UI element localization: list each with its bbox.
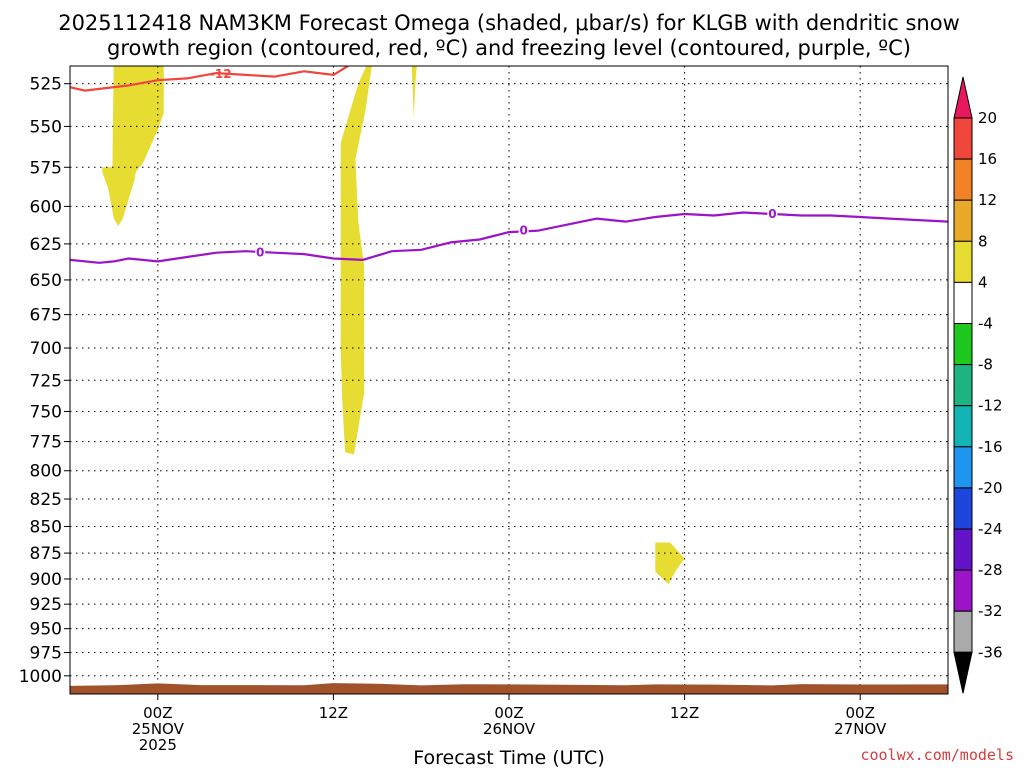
y-tick-label-950: 950	[30, 620, 62, 640]
colorbar-label-8: -16	[978, 438, 1003, 456]
y-tick-label-775: 775	[30, 433, 62, 453]
freezing-label-bg-1	[518, 222, 529, 237]
terrain-band	[70, 683, 948, 694]
colorbar-box-5	[953, 281, 973, 324]
y-tick-label-925: 925	[30, 595, 62, 615]
y-tick-label-1000: 1000	[19, 667, 62, 687]
y-tick-label-875: 875	[30, 544, 62, 564]
dendritic-label: -12	[210, 67, 232, 81]
colorbar-box-2	[953, 158, 973, 201]
colorbar-box-11	[953, 528, 973, 571]
x-tick-label-4-0: 00Z	[846, 704, 875, 722]
omega-area-1	[102, 66, 164, 227]
colorbar-label-4: 4	[978, 273, 988, 291]
y-tick-label-525: 525	[30, 75, 62, 95]
x-tick-label-0-2: 2025	[139, 736, 177, 754]
colorbar-label-2: 12	[978, 191, 997, 209]
freezing-label-bg-2	[767, 206, 778, 221]
terrain-fill	[70, 683, 948, 694]
contour-line-0	[70, 211, 948, 264]
colorbar-box-1	[953, 117, 973, 160]
y-axis: 525 550 575 600 625 650 675 700 725 750 775 800 825 8…	[19, 75, 70, 687]
colorbar-label-11: -28	[978, 561, 1003, 579]
y-tick-label-750: 750	[30, 402, 62, 422]
colorbar-label-9: -20	[978, 479, 1003, 497]
colorbar-label-10: -24	[978, 520, 1003, 538]
colorbar-top-arrow	[953, 76, 973, 119]
contour-line-1	[70, 66, 349, 92]
y-tick-label-725: 725	[30, 371, 62, 391]
x-tick-label-3-0: 12Z	[670, 704, 699, 722]
y-tick-label-550: 550	[30, 117, 62, 137]
chart-title-line-2: growth region (contoured, red, ºC) and f…	[107, 36, 911, 60]
x-tick-label-0-0: 00Z	[143, 704, 172, 722]
x-tick-label-2-0: 00Z	[494, 704, 523, 722]
colorbar-label-1: 16	[978, 150, 997, 168]
colorbar-label-0: 20	[978, 109, 997, 127]
omega-area-3	[411, 66, 417, 118]
credit-text: coolwx.com/models	[860, 746, 1014, 764]
freezing-level-label-1: 0	[519, 224, 527, 238]
y-tick-label-825: 825	[30, 490, 62, 510]
x-tick-label-2-1: 26NOV	[483, 720, 536, 738]
omega-shading	[102, 66, 685, 585]
contour-lines: 0 0 0 -12	[70, 66, 948, 264]
y-tick-label-975: 975	[30, 644, 62, 664]
freezing-level-label-0: 0	[256, 246, 264, 260]
x-tick-label-1-0: 12Z	[319, 704, 348, 722]
colorbar-box-3	[953, 199, 973, 242]
colorbar-bottom-arrow	[953, 651, 973, 694]
y-tick-label-625: 625	[30, 235, 62, 255]
omega-area-2	[340, 66, 372, 455]
colorbar-box-10	[953, 487, 973, 530]
grid-lines	[70, 66, 948, 694]
colorbar-label-3: 8	[978, 232, 988, 250]
colorbar-label-13: -36	[978, 643, 1003, 661]
colorbar-box-13	[953, 610, 973, 653]
y-tick-label-575: 575	[30, 158, 62, 178]
colorbar-label-5: -4	[978, 315, 993, 333]
colorbar: 20 16 12 8 4 -4 -8 -12 -16 -20 -24 -28 -32 -36	[953, 76, 1003, 694]
colorbar-box-7	[953, 364, 973, 407]
colorbar-label-7: -12	[978, 397, 1003, 415]
chart-title-line-1: 2025112418 NAM3KM Forecast Omega (shaded…	[58, 11, 960, 35]
omega-area-4	[655, 542, 685, 585]
colorbar-box-6	[953, 323, 973, 366]
x-axis-label: Forecast Time (UTC)	[413, 747, 604, 768]
colorbar-box-12	[953, 569, 973, 612]
y-tick-label-900: 900	[30, 570, 62, 590]
colorbar-box-9	[953, 446, 973, 489]
colorbar-label-12: -32	[978, 602, 1003, 620]
y-tick-label-850: 850	[30, 517, 62, 537]
plot-area: 0 0 0 -12	[69, 65, 949, 695]
y-tick-label-650: 650	[30, 271, 62, 291]
colorbar-box-8	[953, 405, 973, 448]
colorbar-label-6: -8	[978, 356, 993, 374]
freezing-level-label-2: 0	[768, 207, 776, 221]
y-tick-label-800: 800	[30, 462, 62, 482]
freezing-label-bg-0	[255, 244, 266, 259]
y-tick-label-600: 600	[30, 197, 62, 217]
x-tick-label-4-1: 27NOV	[834, 720, 887, 738]
x-tick-label-0-1: 25NOV	[132, 720, 185, 738]
y-tick-label-700: 700	[30, 339, 62, 359]
y-tick-label-675: 675	[30, 306, 62, 326]
colorbar-box-4	[953, 240, 973, 283]
